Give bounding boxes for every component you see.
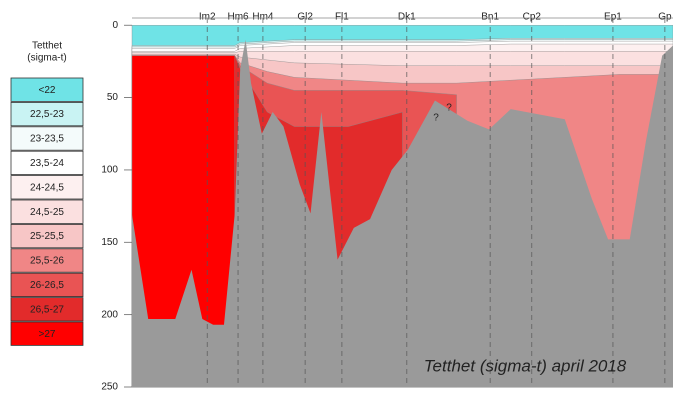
- legend-swatch: [10, 126, 84, 151]
- legend-label: 26,5-27: [30, 304, 64, 315]
- legend-swatch: [10, 77, 84, 102]
- legend-label: 24-24,5: [30, 182, 64, 193]
- station-label: Hm4: [252, 12, 274, 23]
- legend-swatch: [10, 199, 84, 224]
- station-label: Im2: [199, 12, 216, 23]
- legend-label: 23,5-24: [30, 158, 64, 169]
- legend-label: 25-25,5: [30, 231, 64, 242]
- legend-swatch: [10, 297, 84, 322]
- station-label: Gl2: [297, 12, 313, 23]
- legend-swatch: [10, 321, 84, 346]
- y-tick-label: 250: [101, 382, 118, 393]
- station-label: Gp: [658, 12, 672, 23]
- legend-swatch: [10, 223, 84, 249]
- y-tick-label: 200: [101, 309, 118, 320]
- legend-title: (sigma-t): [27, 53, 66, 64]
- legend-label: <22: [39, 85, 56, 96]
- legend-label: >27: [39, 329, 56, 340]
- station-label: Hm6: [227, 12, 249, 23]
- legend: Tetthet (sigma-t): [27, 41, 66, 64]
- station-label: Fl1: [335, 12, 349, 23]
- y-tick-label: 50: [107, 92, 119, 103]
- station-label: Cp2: [523, 12, 542, 23]
- station-label: Ep1: [604, 12, 622, 23]
- legend-swatch: [10, 102, 84, 127]
- legend-label: 26-26,5: [30, 280, 64, 291]
- station-label: Bn1: [481, 12, 499, 23]
- legend-label: 25,5-26: [30, 256, 64, 267]
- legend-label: 23-23,5: [30, 134, 64, 145]
- chart-title: Tetthet (sigma-t) april 2018: [424, 356, 627, 375]
- annotation: ?: [433, 112, 439, 123]
- seabed: [132, 39, 673, 388]
- legend-swatch: [10, 248, 84, 273]
- legend-swatch: [10, 272, 84, 298]
- station-label: Dk1: [398, 12, 416, 23]
- legend-swatch: [10, 175, 84, 200]
- legend-label: 22,5-23: [30, 109, 64, 120]
- legend-label: 24,5-25: [30, 207, 64, 218]
- annotation: ?: [446, 102, 452, 113]
- legend-swatch: [10, 150, 84, 175]
- y-tick-label: 150: [101, 237, 118, 248]
- y-tick-label: 0: [112, 20, 118, 31]
- y-tick-label: 100: [101, 165, 118, 176]
- legend-title: Tetthet: [32, 41, 62, 52]
